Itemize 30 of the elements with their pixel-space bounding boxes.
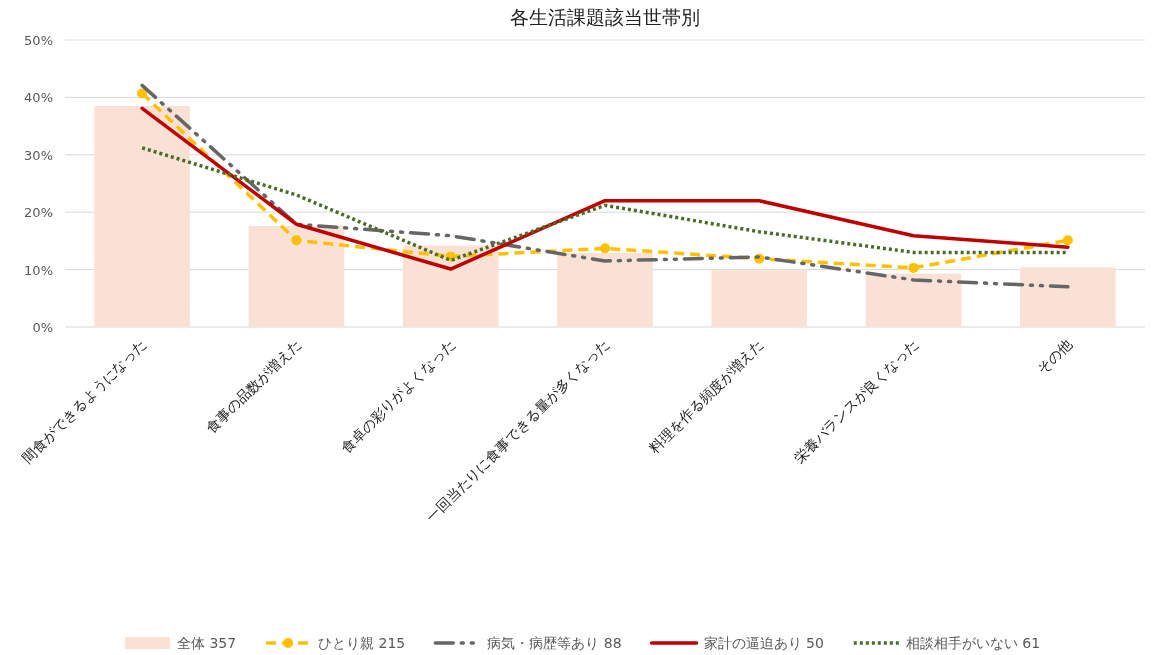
y-tick-label: 20% — [24, 205, 53, 221]
x-tick-label: 食卓の彩りがよくなった — [337, 335, 458, 457]
x-tick-label: 食事の品数が増えた — [203, 335, 304, 437]
point — [600, 243, 610, 254]
y-tick-label: 10% — [24, 262, 53, 278]
point — [291, 235, 302, 246]
x-tick-label: 栄養バランスが良くなった — [790, 335, 921, 466]
bar — [711, 270, 808, 327]
legend-label: 家計の逼迫あり 50 — [703, 635, 824, 651]
y-tick-label: 0% — [32, 320, 53, 335]
point — [908, 262, 919, 273]
point — [1062, 235, 1073, 246]
bar — [94, 106, 190, 327]
y-tick-label: 30% — [24, 147, 53, 163]
point — [137, 88, 148, 99]
bar — [557, 252, 653, 327]
bar — [248, 225, 345, 327]
bar — [402, 245, 499, 327]
legend-label: 全体 357 — [176, 635, 237, 651]
bar — [865, 273, 962, 327]
legend-label: ひとり親 215 — [318, 635, 406, 651]
legend-label: 病気・病歴等あり 88 — [487, 635, 622, 651]
y-tick-label: 40% — [24, 90, 53, 106]
x-tick-label: 間食ができるようになった — [19, 335, 150, 466]
chart-title: 各生活課題該当世帯別 — [510, 6, 700, 28]
bar — [1020, 267, 1116, 327]
x-tick-label: その他 — [1033, 335, 1075, 377]
legend-label: 相談相手がいない 61 — [905, 635, 1041, 651]
y-tick-label: 50% — [24, 33, 53, 48]
x-tick-label: 料理を作る頻度が増えた — [646, 335, 767, 457]
